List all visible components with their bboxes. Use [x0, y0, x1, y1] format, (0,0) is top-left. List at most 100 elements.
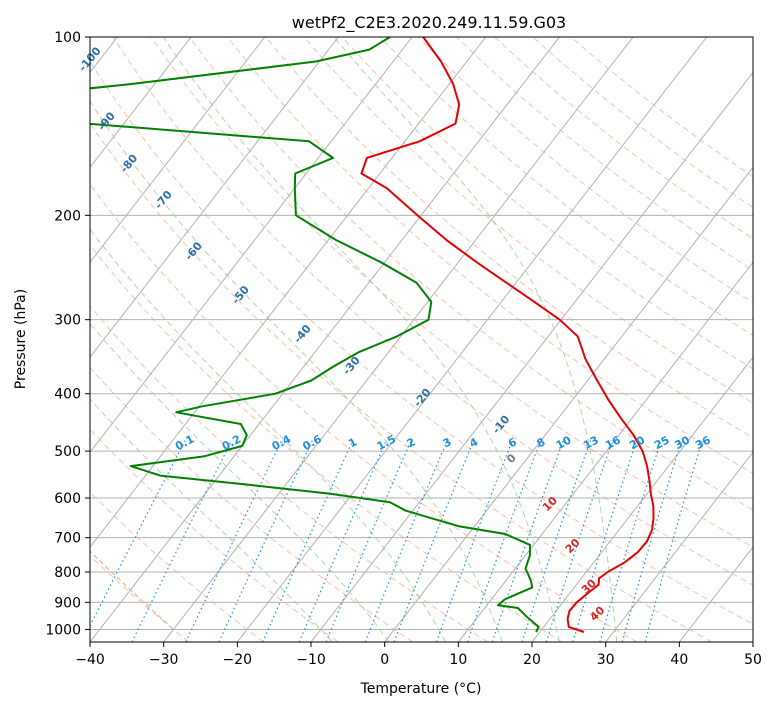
dry-adiabat: [112, 37, 753, 586]
wetbulb-label: -30: [340, 354, 363, 378]
wbz-label: 40: [587, 604, 607, 624]
dry-adiabat: [90, 305, 488, 642]
y-tick-label: 500: [54, 444, 81, 460]
mixing-ratio-label: 1: [346, 435, 359, 450]
isotherm-line: [531, 356, 753, 642]
x-tick-label: 50: [744, 652, 762, 668]
mixing-ratio-line: [521, 440, 592, 642]
mixing-ratio-line: [435, 440, 513, 642]
mixing-ratio-label: 36: [693, 433, 713, 452]
y-tick-label: 600: [54, 491, 81, 507]
x-tick-label: 40: [670, 652, 688, 668]
dry-adiabat: [227, 37, 753, 475]
x-tick-label: 10: [449, 652, 467, 668]
wetbulb-label: -60: [182, 239, 205, 263]
y-tick-label: 800: [54, 565, 81, 581]
isotherm-line: [384, 166, 753, 642]
mixing-ratio-label: 30: [672, 433, 692, 452]
wetbulb-label: -90: [95, 109, 118, 133]
mixing-ratio-line: [185, 440, 283, 642]
y-axis-title: Pressure (hPa): [13, 289, 29, 389]
mixing-ratio-label: 20: [627, 433, 647, 452]
background-lines: [90, 37, 753, 642]
isotherm-line: [90, 37, 192, 169]
isotherm-line: [752, 641, 753, 642]
isotherm-line: [310, 71, 753, 642]
x-axis-title: Temperature (°C): [360, 681, 482, 697]
x-tick-label: −40: [75, 652, 105, 668]
mixing-ratio-label: 16: [603, 433, 623, 452]
dry-adiabat: [90, 366, 414, 642]
isotherm-line: [605, 451, 753, 642]
wbz-label: 0: [504, 451, 519, 466]
moist-adiabat: [162, 37, 560, 642]
dry-adiabat: [456, 37, 753, 271]
moist-adiabat: [90, 322, 390, 642]
moist-adiabat: [333, 37, 618, 642]
mixing-ratio-label: 2: [405, 435, 418, 450]
temperature-profile: [360, 37, 655, 633]
mixing-ratio-label: 3: [441, 435, 454, 450]
mixing-ratio-line: [393, 440, 475, 642]
y-tick-label: 900: [54, 595, 81, 611]
wetbulb-label: -20: [411, 386, 434, 410]
wbz-label: 20: [563, 536, 583, 556]
mixing-ratio-line: [466, 440, 542, 642]
dry-adiabat: [90, 60, 753, 625]
x-tick-label: −20: [223, 652, 253, 668]
isotherm-line: [90, 37, 487, 548]
moist-adiabat: [90, 100, 503, 642]
chart-title: wetPf2_C2E3.2020.249.11.59.G03: [292, 13, 566, 33]
mixing-ratio-label: 10: [554, 433, 574, 452]
mixing-ratio-line: [545, 440, 614, 642]
mixing-ratio-label: 6: [506, 435, 519, 450]
y-tick-label: 400: [54, 387, 81, 403]
mixing-ratio-label: 8: [535, 435, 548, 450]
wetbulb-label: -10: [490, 413, 513, 437]
mixing-ratio-line: [491, 440, 564, 642]
mixing-ratio-line: [644, 440, 703, 642]
mixing-ratio-line: [298, 440, 387, 642]
dry-adiabat: [90, 244, 563, 642]
moist-adiabat: [90, 228, 446, 642]
dry-adiabat: [90, 555, 190, 642]
mixing-ratio-line: [325, 440, 412, 642]
series-layer: [90, 37, 655, 633]
dry-adiabat: [570, 37, 753, 178]
x-tick-label: 20: [523, 652, 541, 668]
x-tick-label: 30: [597, 652, 615, 668]
y-tick-label: 700: [54, 531, 81, 547]
y-tick-label: 300: [54, 313, 81, 329]
isotherm-line: [236, 37, 708, 642]
x-tick-label: −30: [149, 652, 179, 668]
mixing-ratio-line: [572, 440, 638, 642]
dry-adiabat: [188, 37, 753, 511]
x-tick-label: −10: [296, 652, 326, 668]
x-tick-label: 0: [380, 652, 389, 668]
wetbulb-label: -80: [118, 152, 141, 176]
wbz-label: 30: [579, 576, 599, 596]
mixing-ratio-label: 0.2: [220, 432, 243, 453]
dewpoint-profile: [90, 37, 540, 633]
mixing-ratio-label: 1.5: [375, 432, 398, 453]
mixing-ratio-line: [131, 440, 233, 642]
dry-adiabat: [418, 37, 753, 304]
dry-adiabat: [150, 37, 753, 548]
dry-adiabat: [90, 122, 712, 642]
isotherm-line: [457, 261, 753, 642]
wetbulb-label: -40: [291, 322, 314, 346]
isotherm-line: [90, 37, 413, 453]
mixing-ratio-line: [262, 440, 354, 642]
y-tick-label: 1000: [45, 622, 81, 638]
y-tick-label: 100: [54, 30, 81, 46]
axis-layer: −40 −30 −20 −10 0 10 20 30 40 5010020030040050060…: [45, 30, 762, 668]
mixing-ratio-line: [364, 440, 448, 642]
dry-adiabat: [90, 183, 638, 642]
isotherm-line: [90, 37, 266, 264]
mixing-ratio-label: 13: [581, 433, 601, 452]
y-tick-label: 200: [54, 208, 81, 224]
dry-adiabat: [303, 37, 753, 404]
moist-adiabat: [90, 398, 333, 642]
isotherm-line: [163, 37, 634, 642]
